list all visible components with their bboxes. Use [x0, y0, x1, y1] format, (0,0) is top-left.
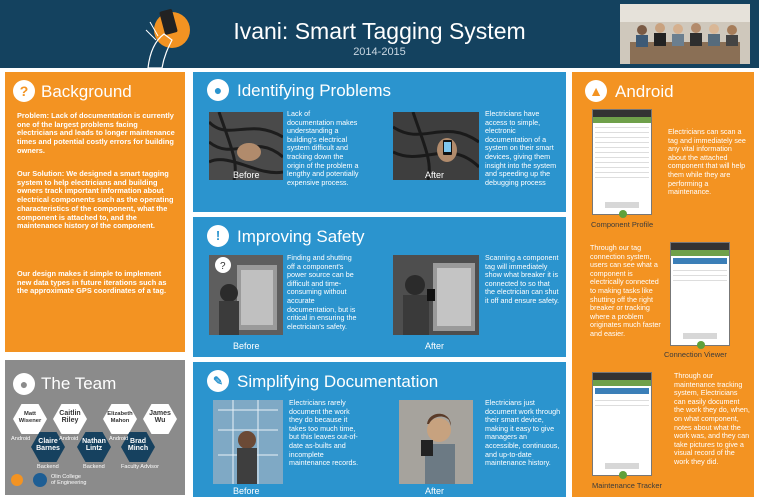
- member-name-nathan: Nathan Lintz: [82, 438, 106, 452]
- before-photo-blueprint: [213, 400, 283, 484]
- after-photo-tablet: [399, 400, 473, 484]
- before-photo-wires: [209, 112, 283, 180]
- phone-hand-illustration: [138, 0, 198, 69]
- role-backend-nathan: Backend: [83, 464, 105, 470]
- android-icon: ▲: [585, 80, 607, 102]
- safety-right-text: Scanning a component tag will immediatel…: [485, 253, 560, 305]
- team-icon: ●: [13, 373, 35, 395]
- member-name-brad: Brad Minch: [127, 438, 149, 452]
- header-banner: Ivani: Smart Tagging System 2014-2015: [0, 0, 759, 69]
- role-android-caitlin: Android: [59, 436, 79, 442]
- identifying-right-text: Electricians have access to simple, elec…: [485, 109, 557, 187]
- background-panel: ? Background Problem: Lack of documentat…: [5, 72, 185, 352]
- olin-college-label: Olin College of Engineering: [51, 474, 87, 486]
- member-hex-claire: [31, 432, 65, 462]
- member-name-matt: Matt Wisener: [18, 411, 42, 424]
- safety-left-text: Finding and shutting off a component's p…: [287, 253, 357, 331]
- before-label: Before: [233, 486, 260, 496]
- olin-logo-icon: [33, 473, 47, 487]
- after-label: After: [425, 341, 445, 351]
- role-android-matt: Android: [11, 436, 31, 442]
- safety-panel: ! Improving Safety ? Before Finding and …: [193, 217, 566, 357]
- member-name-caitlin: Caitlin Riley: [59, 410, 81, 424]
- role-backend-claire: Backend: [37, 464, 59, 470]
- identifying-left-text: Lack of documentation makes understandin…: [287, 109, 359, 187]
- identifying-panel: ● Identifying Problems Before Lack of do…: [193, 72, 566, 212]
- maintenance-tracker-caption: Maintenance Tracker: [592, 481, 663, 490]
- role-faculty-advisor: Faculty Advisor: [121, 464, 159, 470]
- background-title: Background: [41, 82, 132, 101]
- svg-text:?: ?: [220, 261, 226, 272]
- documentation-left-text: Electricians rarely document the work th…: [289, 398, 359, 468]
- identifying-title: Identifying Problems: [237, 81, 392, 100]
- member-hex-james: [143, 404, 177, 434]
- documentation-title: Simplifying Documentation: [237, 372, 439, 391]
- problem-text: Problem: Lack of documentation is curren…: [17, 111, 175, 155]
- maintenance-tracker-screenshot: [592, 372, 652, 479]
- page-title: Ivani: Smart Tagging System: [233, 18, 526, 44]
- team-group-photo: [620, 4, 750, 64]
- documentation-right-text: Electricians just document work through …: [485, 398, 561, 468]
- tracker-text: Through our maintenance tracking system,…: [674, 371, 750, 466]
- connection-text: Through our tag connection system, users…: [590, 243, 661, 338]
- after-photo-breaker: [393, 255, 479, 335]
- solution-text: Our Solution: We designed a smart taggin…: [17, 169, 174, 231]
- warning-icon: !: [207, 225, 229, 247]
- ivani-logo-icon: [11, 474, 23, 486]
- before-label: Before: [233, 341, 260, 351]
- member-name-james: James Wu: [149, 410, 171, 424]
- android-title: Android: [615, 82, 674, 101]
- connection-viewer-screenshot: [670, 242, 730, 349]
- member-name-elizabeth: Elizabeth Mahon: [107, 411, 133, 424]
- question-icon: ?: [13, 80, 35, 102]
- team-panel: ● The Team Matt Wisener Caitlin Riley El…: [5, 360, 185, 495]
- safety-title: Improving Safety: [237, 227, 365, 246]
- document-icon: ✎: [207, 370, 229, 392]
- android-panel: ▲ Android Component Profile Electricians…: [572, 72, 754, 497]
- component-profile-screenshot: [592, 109, 652, 218]
- design-text: Our design makes it simple to implement …: [17, 269, 167, 296]
- before-label: Before: [233, 170, 260, 180]
- component-profile-caption: Component Profile: [591, 220, 654, 229]
- after-label: After: [425, 170, 445, 180]
- profile-text: Electricians can scan a tag and immediat…: [668, 127, 746, 197]
- team-title: The Team: [41, 374, 117, 393]
- person-icon: ●: [207, 79, 229, 101]
- documentation-panel: ✎ Simplifying Documentation Before Elect…: [193, 362, 566, 497]
- before-photo-breaker: ?: [209, 255, 283, 335]
- after-label: After: [425, 486, 445, 496]
- connection-viewer-caption: Connection Viewer: [664, 350, 727, 359]
- role-android-elizabeth: Android: [109, 436, 129, 442]
- member-name-claire: Claire Barnes: [36, 438, 60, 452]
- page-subtitle: 2014-2015: [353, 46, 406, 58]
- after-photo-wires: [393, 112, 479, 180]
